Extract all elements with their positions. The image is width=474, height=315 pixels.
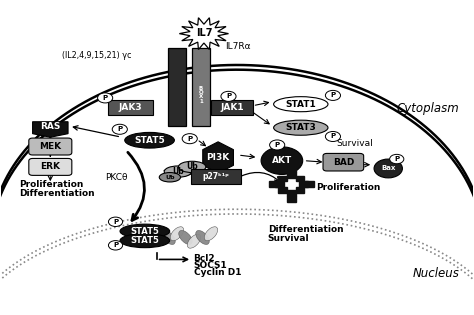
FancyBboxPatch shape <box>29 138 72 155</box>
Text: Ub: Ub <box>165 175 174 180</box>
Ellipse shape <box>179 231 192 244</box>
Text: P: P <box>102 95 108 101</box>
Text: STAT3: STAT3 <box>285 123 316 132</box>
Circle shape <box>261 147 303 175</box>
FancyBboxPatch shape <box>168 48 186 126</box>
Text: JAK3: JAK3 <box>119 103 143 112</box>
Text: Bcl2: Bcl2 <box>193 254 215 263</box>
Text: IL7: IL7 <box>196 28 212 38</box>
Circle shape <box>374 159 402 178</box>
Text: IL7Rα: IL7Rα <box>225 42 251 51</box>
Text: Cyclin D1: Cyclin D1 <box>193 268 241 278</box>
Text: STAT1: STAT1 <box>285 100 316 109</box>
Text: P: P <box>113 242 118 248</box>
Text: P: P <box>187 136 192 142</box>
FancyBboxPatch shape <box>192 48 210 126</box>
Circle shape <box>109 241 123 250</box>
Circle shape <box>221 91 236 101</box>
Text: P: P <box>117 126 122 132</box>
Ellipse shape <box>164 166 191 177</box>
FancyBboxPatch shape <box>109 100 153 115</box>
Text: P: P <box>394 156 399 162</box>
Circle shape <box>112 124 128 134</box>
Ellipse shape <box>125 132 174 148</box>
Text: p27ᵏ¹ᵖ: p27ᵏ¹ᵖ <box>202 172 229 181</box>
Text: Cytoplasm: Cytoplasm <box>396 102 459 115</box>
Text: Ub: Ub <box>186 163 198 171</box>
Circle shape <box>182 134 197 144</box>
Text: STAT5: STAT5 <box>130 236 159 245</box>
Text: SOCS1: SOCS1 <box>193 261 227 270</box>
Polygon shape <box>203 142 233 173</box>
Text: Survival: Survival <box>337 139 374 148</box>
Text: STAT5: STAT5 <box>134 136 165 145</box>
Text: B
O
X
1: B O X 1 <box>199 86 203 104</box>
Text: PKCθ: PKCθ <box>105 173 128 182</box>
Ellipse shape <box>162 231 175 244</box>
Ellipse shape <box>273 97 328 112</box>
Circle shape <box>270 140 285 150</box>
Ellipse shape <box>170 227 184 241</box>
Ellipse shape <box>159 173 181 182</box>
Ellipse shape <box>187 234 201 248</box>
FancyBboxPatch shape <box>323 153 364 171</box>
FancyBboxPatch shape <box>29 158 72 175</box>
Text: P: P <box>274 142 280 148</box>
FancyBboxPatch shape <box>191 169 241 184</box>
Ellipse shape <box>204 227 218 241</box>
Circle shape <box>98 93 113 103</box>
Text: PI3K: PI3K <box>207 153 230 162</box>
Text: ERK: ERK <box>40 163 60 171</box>
Ellipse shape <box>120 224 170 238</box>
Text: Ub: Ub <box>172 167 184 176</box>
Polygon shape <box>179 18 228 49</box>
Ellipse shape <box>178 161 206 173</box>
Text: BAD: BAD <box>333 158 354 167</box>
Circle shape <box>325 90 340 100</box>
Text: Differentiation: Differentiation <box>268 225 343 234</box>
Ellipse shape <box>120 233 170 248</box>
Circle shape <box>325 131 340 141</box>
Ellipse shape <box>273 120 328 135</box>
Text: JAK1: JAK1 <box>220 103 244 112</box>
Text: Nucleus: Nucleus <box>412 267 459 280</box>
Text: Differentiation: Differentiation <box>19 189 95 198</box>
Text: Bax: Bax <box>381 165 395 171</box>
FancyBboxPatch shape <box>211 100 253 115</box>
Text: AKT: AKT <box>272 156 292 165</box>
Ellipse shape <box>196 231 209 244</box>
Text: P: P <box>330 134 336 140</box>
Text: Proliferation: Proliferation <box>317 183 381 192</box>
Text: MEK: MEK <box>39 142 61 151</box>
Text: RAS: RAS <box>40 122 61 131</box>
Text: P: P <box>330 92 336 98</box>
Text: Proliferation: Proliferation <box>19 180 84 189</box>
Text: STAT5: STAT5 <box>130 227 159 236</box>
Text: Survival: Survival <box>268 234 310 243</box>
Text: (IL2,4,9,15,21) γc: (IL2,4,9,15,21) γc <box>62 51 132 60</box>
Circle shape <box>109 217 123 226</box>
Polygon shape <box>33 122 68 137</box>
Circle shape <box>390 154 404 164</box>
Text: P: P <box>113 219 118 225</box>
Text: P: P <box>226 93 231 99</box>
